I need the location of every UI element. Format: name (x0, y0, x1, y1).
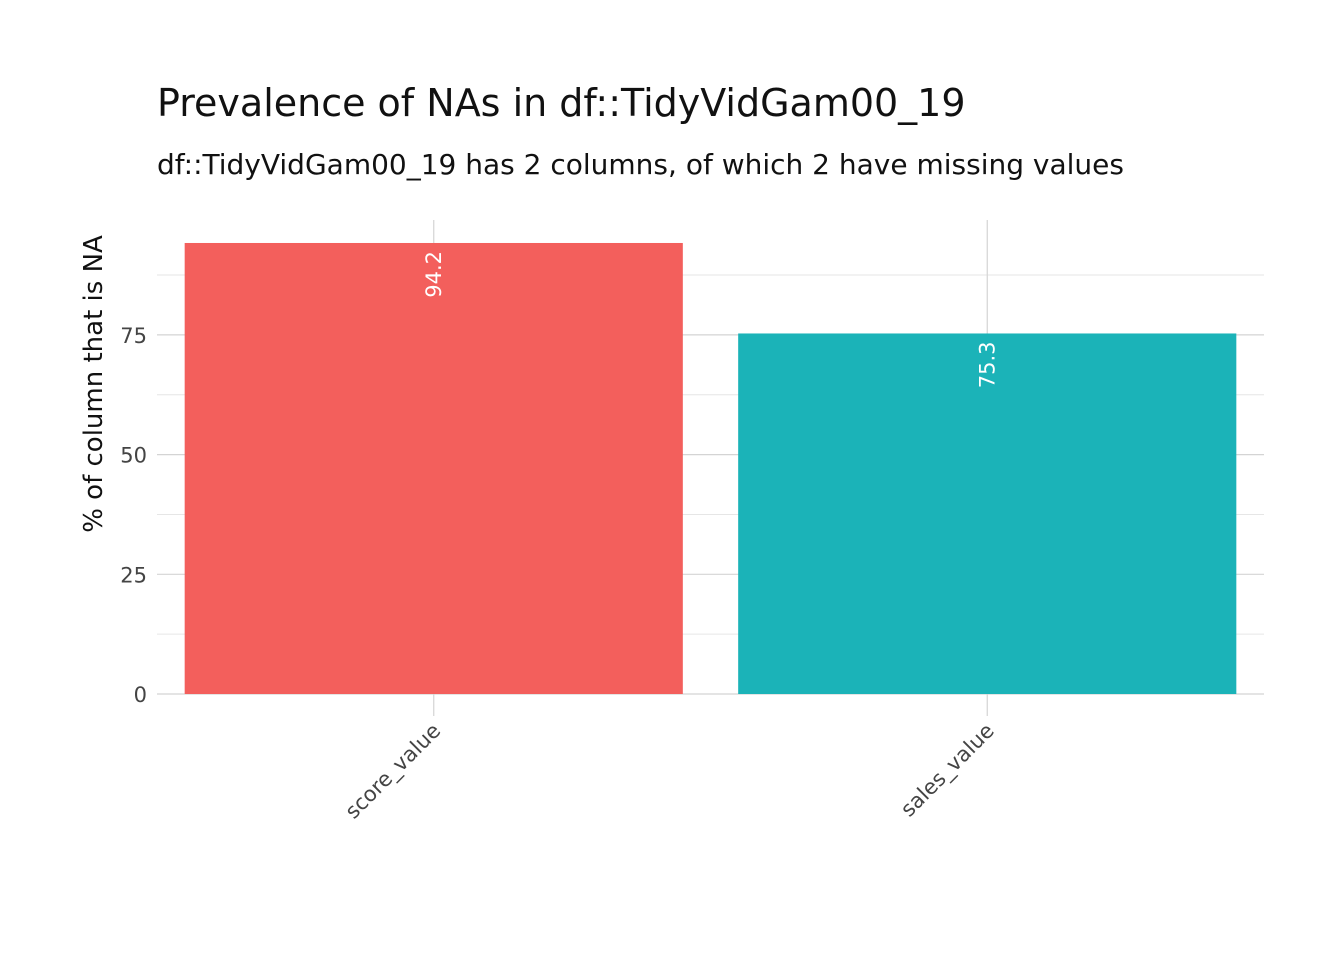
data-label: 94.2 (422, 251, 446, 298)
y-tick-label: 0 (134, 683, 147, 707)
bars-layer (184, 242, 1237, 694)
bar-sales-value (738, 333, 1237, 694)
y-tick-label: 50 (120, 444, 147, 468)
y-tick-label: 75 (120, 324, 147, 348)
x-tick-label: score_value (340, 719, 446, 825)
data-label: 75.3 (975, 341, 999, 388)
y-axis-title: % of column that is NA (79, 235, 109, 533)
y-tick-label: 25 (120, 563, 147, 587)
x-tick-label: sales_value (896, 719, 1000, 823)
chart-title: Prevalence of NAs in df::TidyVidGam00_19 (157, 81, 966, 125)
bar-score-value (184, 242, 683, 694)
chart-subtitle: df::TidyVidGam00_19 has 2 columns, of wh… (157, 148, 1124, 181)
